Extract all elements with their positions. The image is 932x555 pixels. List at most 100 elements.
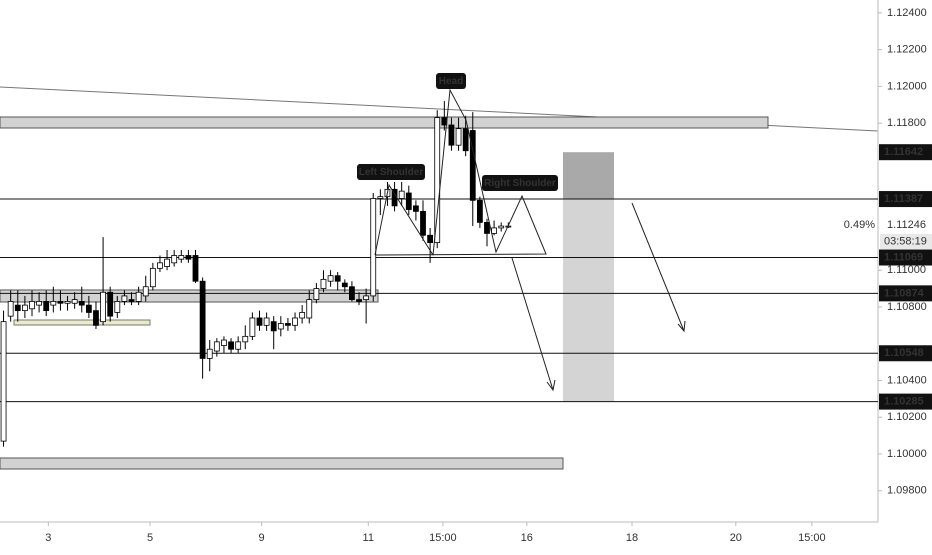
arrow <box>511 257 554 391</box>
candle-body <box>277 323 284 330</box>
x-tick-label: 15:00 <box>798 532 826 544</box>
candle-body <box>484 222 490 234</box>
zone <box>13 319 151 326</box>
countdown-bg <box>880 233 932 249</box>
candle-body <box>164 258 170 267</box>
level-label: 1.10285 <box>884 396 924 408</box>
candle-body <box>235 341 242 350</box>
candle-body <box>185 255 192 260</box>
level-label-bg <box>879 345 932 362</box>
candle-body <box>29 301 35 310</box>
candle-body <box>36 301 43 306</box>
candle-body <box>370 198 377 297</box>
candle-body <box>270 321 277 332</box>
annotation-bg <box>482 175 558 191</box>
target-box <box>563 199 614 402</box>
level-label: 1.11069 <box>884 251 923 263</box>
candle-body <box>199 280 206 359</box>
annotation-bg <box>436 73 466 89</box>
candle-body <box>405 192 412 210</box>
candle-body <box>249 317 256 337</box>
pattern <box>374 88 686 392</box>
level-label-bg <box>879 249 932 266</box>
candle-body <box>491 227 497 234</box>
arrow <box>631 202 685 332</box>
candle-body <box>149 267 156 288</box>
candle-body <box>78 301 85 306</box>
candle-body <box>292 317 298 326</box>
x-tick-label: 3 <box>45 532 51 544</box>
annotation: Head <box>439 76 463 87</box>
candle-body <box>327 275 334 282</box>
last-price: 1.11246 <box>887 219 926 231</box>
candle-body <box>427 234 434 244</box>
y-tick-label: 1.11000 <box>887 264 926 276</box>
candle-body <box>256 317 263 326</box>
candle-body <box>412 205 419 212</box>
candle-body <box>213 341 220 352</box>
candle-body <box>221 339 227 346</box>
level-label: 1.11387 <box>884 193 923 205</box>
candle-body <box>242 335 249 343</box>
level-label: 1.11642 <box>884 146 923 158</box>
candle-body <box>157 262 163 269</box>
candle-body <box>0 321 7 442</box>
level-label: 1.10548 <box>884 347 924 359</box>
x-tick-label: 11 <box>363 532 374 544</box>
zone <box>0 116 769 129</box>
candle-body <box>85 304 92 313</box>
x-tick-label: 9 <box>259 532 265 544</box>
level-label-bg <box>879 191 932 208</box>
candle-body <box>171 255 178 264</box>
candle-body <box>64 301 71 304</box>
candle-body <box>476 199 483 223</box>
level-label: 1.10874 <box>884 287 925 299</box>
candle-body <box>135 291 142 302</box>
candle-body <box>128 299 135 302</box>
candle-body <box>93 310 99 326</box>
candle-body <box>299 312 306 319</box>
candle-body <box>462 128 469 152</box>
arrow-head <box>677 320 686 333</box>
annotation-bg <box>357 164 425 180</box>
level-label-bg <box>879 144 932 161</box>
candle-body <box>469 130 476 201</box>
annotation: Right Shoulder <box>484 178 556 189</box>
candle-body <box>192 255 199 282</box>
head-shoulders-outline <box>374 88 547 257</box>
y-tick-label: 1.12200 <box>887 44 927 56</box>
y-tick-label: 1.12400 <box>887 7 927 19</box>
x-tick-label: 18 <box>626 532 638 544</box>
candle-body <box>377 196 384 199</box>
candle-body <box>313 288 320 300</box>
candle-body <box>206 348 213 359</box>
y-tick-label: 1.09800 <box>887 485 927 497</box>
y-tick-label: 1.12000 <box>887 80 927 92</box>
arrow-head <box>546 379 556 392</box>
candle-body <box>320 278 327 289</box>
candle-body <box>107 291 114 317</box>
y-tick-label: 1.10800 <box>887 301 927 313</box>
candle-body <box>334 275 341 282</box>
candle-body <box>57 301 64 304</box>
candle-body <box>178 255 185 260</box>
candle-body <box>349 286 355 300</box>
candle-body <box>398 190 405 199</box>
zone <box>0 457 564 470</box>
y-tick-label: 1.10400 <box>887 374 927 386</box>
x-tick-label: 20 <box>730 532 742 544</box>
y-tick-label: 1.11800 <box>887 117 926 129</box>
level-label-bg <box>879 285 932 302</box>
candle-body <box>228 341 234 350</box>
candle-body <box>7 301 14 317</box>
candle-body <box>455 128 462 146</box>
x-tick-label: 5 <box>147 532 153 544</box>
candle-body <box>341 282 348 288</box>
level-label-bg <box>879 393 932 410</box>
candle-body <box>50 301 57 306</box>
candle-body <box>263 317 270 326</box>
candle-body <box>285 323 291 326</box>
candle-body <box>434 117 441 244</box>
target-box <box>563 152 614 200</box>
